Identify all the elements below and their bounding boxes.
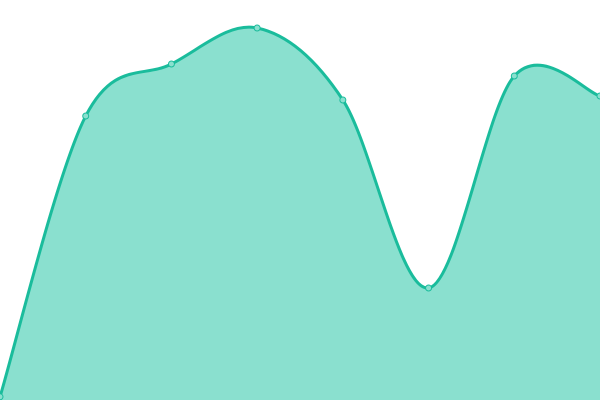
data-point-2 (167, 60, 175, 68)
data-point-4 (339, 96, 347, 104)
data-point-0 (0, 393, 4, 400)
data-points (0, 24, 600, 400)
data-point-1 (82, 112, 90, 120)
area-fill (0, 27, 600, 400)
data-point-3 (253, 24, 261, 32)
data-point-7 (596, 92, 600, 100)
data-point-6 (510, 72, 518, 80)
data-point-5 (425, 284, 433, 292)
series-line (0, 25, 600, 398)
